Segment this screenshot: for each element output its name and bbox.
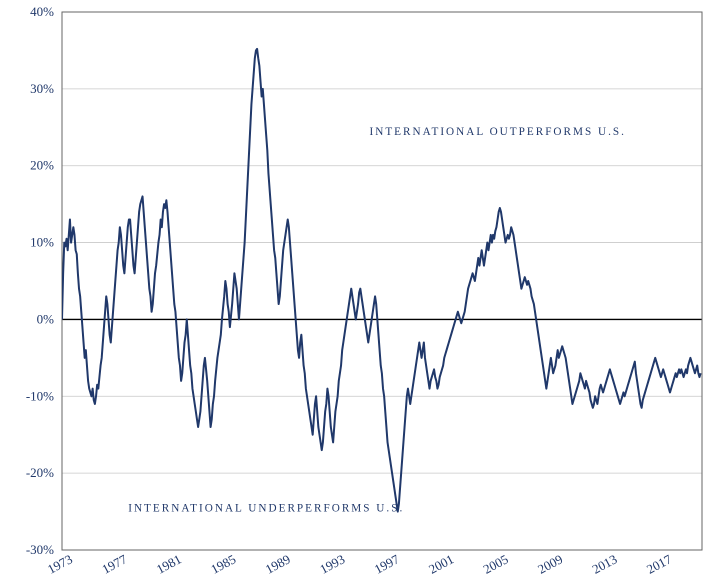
x-tick-label: 1977: [99, 551, 129, 577]
x-tick-label: 2013: [590, 551, 620, 576]
x-tick-label: 1981: [154, 551, 184, 576]
y-tick-label: 0%: [37, 311, 55, 326]
x-tick-label: 2017: [644, 551, 674, 577]
y-tick-label: -20%: [26, 465, 54, 480]
y-tick-label: 10%: [30, 235, 54, 250]
annotation-label: INTERNATIONAL OUTPERFORMS U.S.: [370, 126, 626, 138]
y-tick-label: 20%: [30, 158, 54, 173]
annotation-label: INTERNATIONAL UNDERPERFORMS U.S.: [128, 503, 404, 515]
x-tick-label: 1993: [317, 551, 347, 576]
y-tick-label: 40%: [30, 4, 54, 19]
y-tick-label: 30%: [30, 81, 54, 96]
x-tick-label: 2009: [535, 551, 565, 576]
x-tick-label: 1985: [208, 551, 238, 576]
line-chart: -30%-20%-10%0%10%20%30%40%19731977198119…: [0, 0, 716, 586]
x-tick-label: 1997: [372, 551, 402, 577]
y-tick-label: -30%: [26, 542, 54, 557]
y-tick-label: -10%: [26, 388, 54, 403]
x-tick-label: 2001: [426, 551, 456, 576]
x-tick-label: 2005: [481, 551, 511, 576]
x-tick-label: 1989: [263, 551, 293, 576]
